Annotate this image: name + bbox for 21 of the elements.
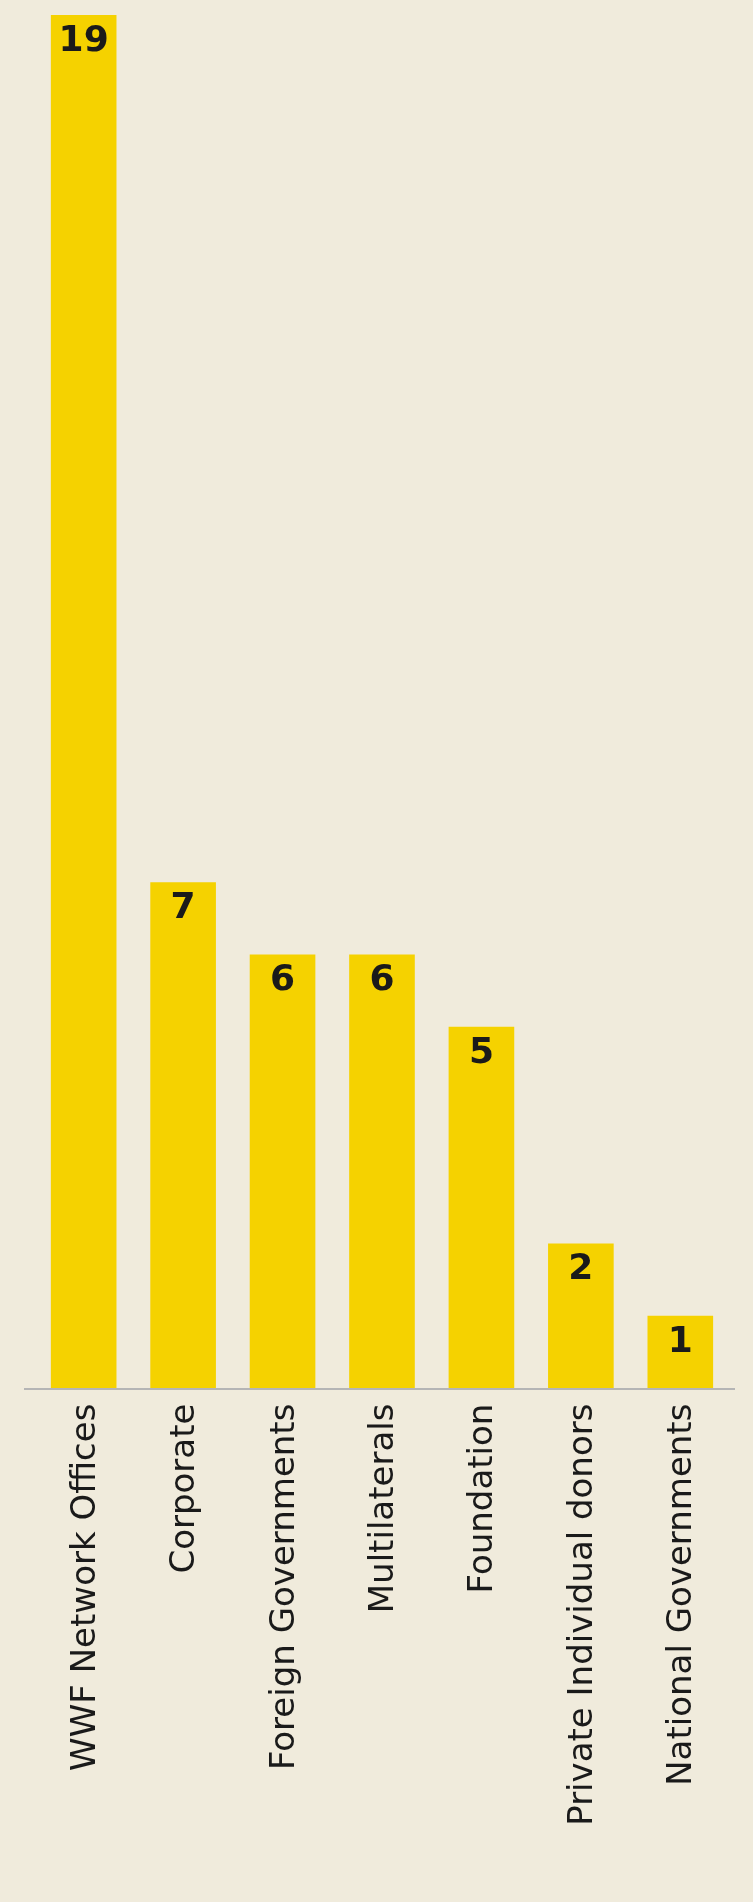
- x-tick-label: Foreign Governments: [261, 1403, 302, 1771]
- x-tick-label: National Governments: [659, 1403, 700, 1786]
- data-label: 5: [468, 1029, 494, 1071]
- data-label: 2: [568, 1246, 594, 1288]
- bar: [448, 1026, 515, 1388]
- bar: [647, 1315, 714, 1388]
- bar: [548, 1243, 614, 1388]
- x-tick-label: WWF Network Offices: [62, 1403, 103, 1771]
- x-tick-label: Private Individual donors: [559, 1403, 600, 1826]
- data-label: 1: [667, 1318, 693, 1360]
- bar: [249, 954, 316, 1388]
- bar: [150, 882, 216, 1388]
- data-label: 7: [170, 885, 196, 927]
- bar: [349, 954, 415, 1388]
- data-label: 6: [369, 957, 395, 999]
- data-label: 19: [58, 18, 109, 59]
- data-label: 6: [270, 957, 296, 999]
- bar: [50, 15, 117, 1388]
- x-tick-label: Multilaterals: [361, 1403, 402, 1614]
- x-tick-label: Foundation: [460, 1403, 501, 1594]
- x-tick-label: Corporate: [162, 1403, 203, 1574]
